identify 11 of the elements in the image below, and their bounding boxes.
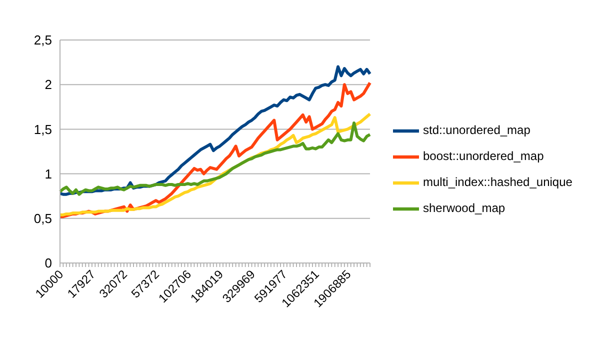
legend-label: std::unordered_map — [423, 123, 530, 138]
legend-label: multi_index::hashed_unique — [423, 175, 572, 190]
y-tick-label: 1,5 — [34, 122, 52, 137]
y-tick-label: 0,5 — [34, 211, 52, 226]
y-tick-label: 1 — [44, 166, 52, 182]
y-tick-label: 0 — [44, 256, 52, 271]
legend-label: boost::unordered_map — [423, 149, 544, 164]
legend-label: sherwood_map — [423, 201, 506, 216]
y-tick-label: 2 — [44, 77, 52, 92]
line-series — [58, 121, 372, 196]
y-tick-label: 2,5 — [34, 32, 52, 48]
